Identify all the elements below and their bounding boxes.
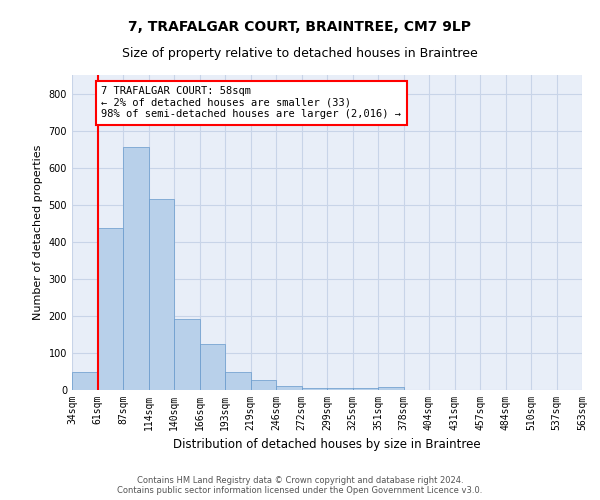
Bar: [327, 388, 353, 390]
Bar: [302, 388, 327, 390]
Text: 7 TRAFALGAR COURT: 58sqm
← 2% of detached houses are smaller (33)
98% of semi-de: 7 TRAFALGAR COURT: 58sqm ← 2% of detache…: [101, 86, 401, 120]
Text: Size of property relative to detached houses in Braintree: Size of property relative to detached ho…: [122, 48, 478, 60]
Bar: [123, 148, 149, 390]
Text: 7, TRAFALGAR COURT, BRAINTREE, CM7 9LP: 7, TRAFALGAR COURT, BRAINTREE, CM7 9LP: [128, 20, 472, 34]
Bar: [97, 228, 123, 390]
Bar: [378, 387, 404, 390]
Y-axis label: Number of detached properties: Number of detached properties: [33, 145, 43, 320]
Bar: [174, 319, 199, 390]
X-axis label: Distribution of detached houses by size in Braintree: Distribution of detached houses by size …: [173, 438, 481, 452]
Bar: [72, 372, 97, 390]
Bar: [251, 380, 276, 390]
Bar: [199, 344, 225, 390]
Bar: [149, 199, 174, 390]
Bar: [276, 386, 302, 390]
Text: Contains HM Land Registry data © Crown copyright and database right 2024.
Contai: Contains HM Land Registry data © Crown c…: [118, 476, 482, 495]
Bar: [353, 388, 378, 390]
Bar: [225, 372, 251, 390]
